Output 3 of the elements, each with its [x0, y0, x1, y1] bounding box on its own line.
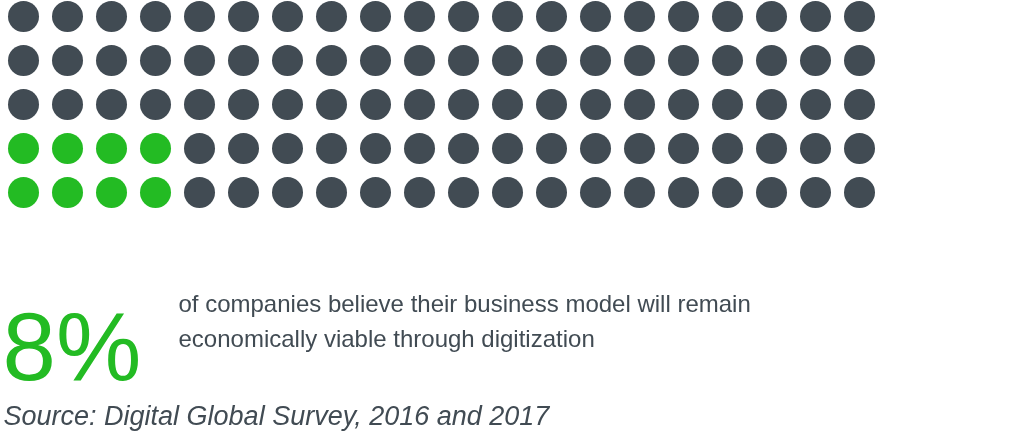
category-label: of companies believe their business model will remain economically viable through digitization — [178, 290, 751, 352]
data-label: 8% — [2, 293, 142, 400]
source-note: Source: Digital Global Survey, 2016 and 2017 — [3, 400, 551, 431]
